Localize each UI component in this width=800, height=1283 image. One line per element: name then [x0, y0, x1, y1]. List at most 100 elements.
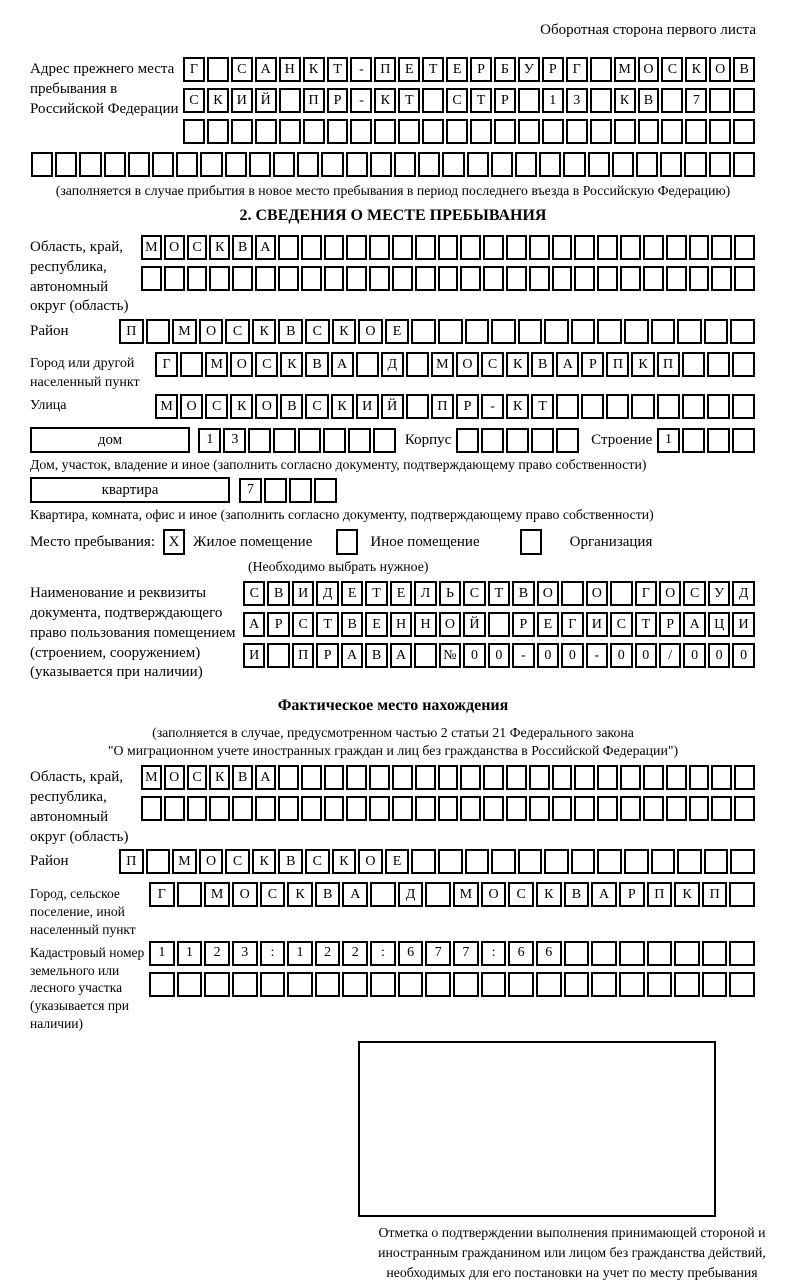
char-cell[interactable] [391, 765, 413, 791]
char-cell[interactable] [437, 319, 463, 345]
char-cell[interactable] [176, 882, 203, 908]
char-cell[interactable] [597, 796, 619, 822]
char-cell[interactable]: В [278, 319, 304, 345]
char-cell[interactable]: В [340, 612, 364, 638]
char-cell[interactable] [370, 882, 396, 908]
char-cell[interactable]: Д [380, 352, 404, 378]
char-cell[interactable] [145, 849, 171, 875]
char-cell[interactable] [665, 235, 687, 260]
char-cell[interactable]: Р [618, 882, 645, 908]
char-cell[interactable]: К [631, 352, 655, 378]
char-cell[interactable]: И [291, 581, 315, 607]
char-cell[interactable]: С [683, 581, 706, 607]
char-cell[interactable]: Т [422, 57, 445, 82]
char-cell[interactable] [456, 427, 480, 453]
char-cell[interactable]: Е [365, 612, 388, 638]
char-cell[interactable]: К [674, 882, 700, 908]
char-cell[interactable]: 2 [314, 940, 341, 966]
char-cell[interactable]: Т [365, 581, 388, 607]
char-cell[interactable] [163, 796, 185, 822]
char-cell[interactable] [660, 152, 683, 177]
char-cell[interactable]: О [231, 882, 258, 908]
char-cell[interactable]: Л [414, 581, 437, 607]
char-cell[interactable] [681, 427, 705, 453]
char-cell[interactable]: А [255, 235, 276, 260]
char-cell[interactable]: Г [149, 882, 175, 908]
char-cell[interactable] [453, 971, 479, 997]
char-cell[interactable] [731, 394, 755, 420]
char-cell[interactable] [422, 88, 445, 113]
char-cell[interactable] [273, 152, 296, 177]
char-cell[interactable] [646, 971, 673, 997]
char-cell[interactable] [232, 796, 254, 822]
char-cell[interactable]: 0 [610, 643, 633, 669]
char-cell[interactable]: А [255, 765, 276, 791]
char-cell[interactable] [391, 266, 413, 291]
char-cell[interactable] [528, 235, 550, 260]
char-cell[interactable] [254, 119, 277, 144]
char-cell[interactable] [298, 427, 322, 453]
char-cell[interactable]: Т [487, 581, 511, 607]
char-cell[interactable]: П [430, 394, 454, 420]
char-cell[interactable] [591, 940, 617, 966]
char-cell[interactable] [642, 796, 664, 822]
char-cell[interactable] [79, 152, 102, 177]
char-cell[interactable]: К [613, 88, 636, 113]
char-cell[interactable] [209, 796, 231, 822]
char-cell[interactable] [597, 849, 622, 875]
char-cell[interactable] [437, 235, 459, 260]
char-cell[interactable]: 1 [198, 427, 222, 453]
char-cell[interactable]: 0 [561, 643, 584, 669]
char-cell[interactable] [398, 119, 421, 144]
char-cell[interactable] [551, 796, 573, 822]
char-cell[interactable] [460, 765, 482, 791]
char-cell[interactable] [688, 235, 710, 260]
char-cell[interactable]: Р [316, 643, 339, 669]
char-cell[interactable] [681, 394, 705, 420]
char-cell[interactable]: К [206, 88, 229, 113]
char-cell[interactable] [734, 235, 755, 260]
char-cell[interactable]: Т [470, 88, 492, 113]
char-cell[interactable]: Е [384, 319, 410, 345]
char-cell[interactable] [620, 266, 641, 291]
char-cell[interactable] [574, 765, 596, 791]
char-cell[interactable]: О [230, 352, 254, 378]
char-cell[interactable] [650, 849, 676, 875]
char-cell[interactable]: С [186, 235, 208, 260]
char-cell[interactable]: М [430, 352, 454, 378]
char-cell[interactable] [591, 971, 617, 997]
char-cell[interactable]: С [610, 612, 633, 638]
char-cell[interactable] [186, 266, 208, 291]
char-cell[interactable]: У [707, 581, 731, 607]
char-cell[interactable]: А [254, 57, 277, 82]
char-cell[interactable] [394, 152, 417, 177]
char-cell[interactable]: Т [398, 88, 421, 113]
char-cell[interactable] [414, 266, 436, 291]
char-cell[interactable] [470, 119, 492, 144]
char-cell[interactable] [206, 119, 229, 144]
char-cell[interactable]: К [251, 319, 277, 345]
char-cell[interactable] [231, 971, 258, 997]
house-type-box[interactable]: дом [30, 427, 190, 454]
char-cell[interactable]: В [733, 57, 756, 82]
char-cell[interactable] [646, 940, 673, 966]
char-cell[interactable] [373, 427, 397, 453]
char-cell[interactable] [729, 882, 756, 908]
char-cell[interactable]: Й [380, 394, 404, 420]
char-cell[interactable]: 3 [223, 427, 247, 453]
char-cell[interactable] [589, 119, 612, 144]
char-cell[interactable]: С [230, 57, 253, 82]
char-cell[interactable]: Е [389, 581, 413, 607]
char-cell[interactable] [551, 266, 573, 291]
char-cell[interactable]: В [267, 581, 290, 607]
char-cell[interactable] [574, 266, 596, 291]
char-cell[interactable]: - [350, 88, 373, 113]
char-cell[interactable] [674, 971, 700, 997]
char-cell[interactable] [297, 152, 320, 177]
char-cell[interactable] [466, 152, 489, 177]
char-cell[interactable]: А [591, 882, 617, 908]
char-cell[interactable]: 1 [541, 88, 564, 113]
char-cell[interactable]: 7 [239, 477, 262, 503]
char-cell[interactable] [437, 266, 459, 291]
char-cell[interactable] [574, 235, 596, 260]
